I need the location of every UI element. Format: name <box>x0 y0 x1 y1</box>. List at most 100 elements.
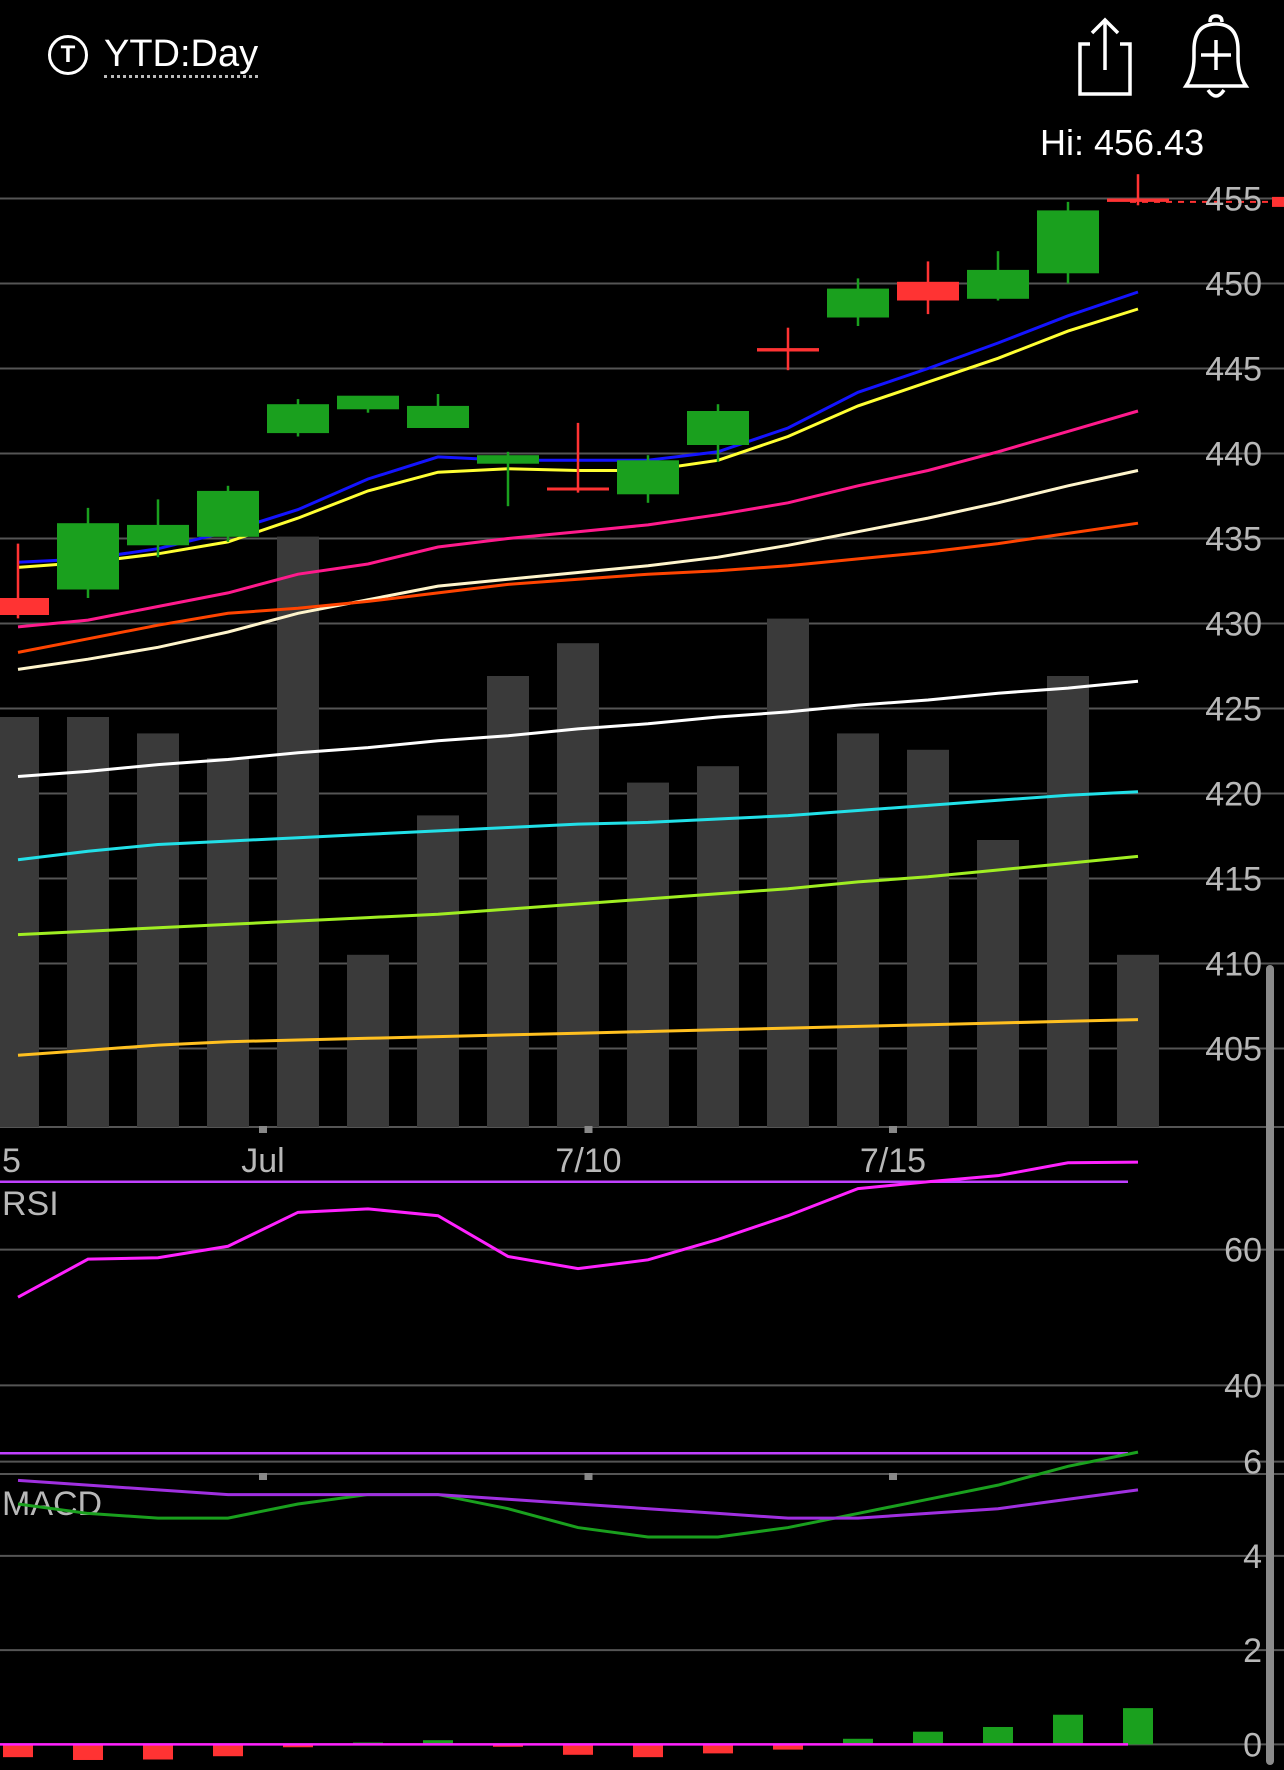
volume-bars <box>0 536 1159 1127</box>
candle-body <box>897 281 959 301</box>
moving-average-line <box>17 854 1139 937</box>
date-tick-label: 7/15 <box>860 1142 926 1180</box>
macd-histogram-bar <box>633 1744 663 1758</box>
price-tick-label: 435 <box>1205 521 1262 559</box>
volume-bar <box>487 676 529 1127</box>
candle-body <box>967 269 1029 299</box>
macd-tick-label: 2 <box>1243 1632 1262 1670</box>
macd-histogram-bar <box>1053 1714 1083 1745</box>
candlesticks[interactable] <box>0 174 1284 619</box>
period-t-icon: T <box>48 35 88 75</box>
macd-line <box>17 1450 1139 1539</box>
rsi-tick-mark <box>259 1473 267 1480</box>
price-tick-label: 415 <box>1205 861 1262 899</box>
volume-bar <box>1117 954 1159 1127</box>
moving-average-line <box>17 521 1139 654</box>
macd-histogram-bar <box>843 1738 873 1745</box>
candle-body <box>267 404 329 434</box>
price-tick-label: 455 <box>1205 181 1262 219</box>
volume-bar <box>277 536 319 1127</box>
volume-bar <box>207 758 249 1127</box>
price-tick-label: 405 <box>1205 1031 1262 1069</box>
macd-histogram-bar <box>983 1726 1013 1745</box>
date-tick-mark <box>584 1126 593 1133</box>
volume-bar <box>557 643 599 1127</box>
scrollbar-thumb[interactable] <box>1266 965 1274 1765</box>
volume-bar <box>767 618 809 1127</box>
volume-bar <box>977 840 1019 1127</box>
price-tick-label: 425 <box>1205 691 1262 729</box>
high-value-label: Hi: 456.43 <box>1040 122 1205 163</box>
candle-body <box>547 487 609 491</box>
rsi-line <box>17 1160 1139 1299</box>
candle-body <box>617 460 679 495</box>
candle-body <box>1037 210 1099 274</box>
volume-bar <box>137 733 179 1127</box>
macd-tick-label: 0 <box>1243 1726 1262 1764</box>
rsi-tick-label: 60 <box>1224 1232 1262 1270</box>
volume-bar <box>907 749 949 1127</box>
candle-body <box>477 455 539 464</box>
add-alert-button[interactable] <box>1180 14 1250 100</box>
candle-body <box>757 348 819 352</box>
macd-panel: MACD 6 4 2 0 <box>0 1444 1284 1764</box>
volume-bar <box>837 733 879 1127</box>
share-button[interactable] <box>1070 14 1140 100</box>
rsi-tick-mark <box>584 1473 593 1480</box>
macd-histogram-bar <box>1123 1708 1153 1745</box>
candle-body <box>57 523 119 590</box>
chart-toolbar: T YTD:Day <box>0 0 1284 110</box>
scrollbar[interactable] <box>1266 965 1274 1765</box>
rsi-panel: RSI 60 40 <box>0 1160 1284 1480</box>
date-tick-label: Jul <box>241 1142 284 1180</box>
candle-body <box>1107 198 1169 202</box>
moving-average-line <box>17 409 1139 629</box>
price-tick-label: 410 <box>1205 946 1262 984</box>
macd-tick-label: 4 <box>1243 1538 1262 1576</box>
macd-title: MACD <box>2 1485 102 1523</box>
volume-bar <box>0 717 39 1127</box>
volume-bar <box>67 717 109 1127</box>
candle-body <box>827 288 889 318</box>
macd-histogram-bar <box>703 1744 733 1754</box>
candle-body <box>687 411 749 445</box>
rsi-tick-mark <box>889 1473 897 1480</box>
moving-average-line <box>17 1018 1139 1057</box>
volume-bar <box>347 954 389 1127</box>
price-tick-label: 440 <box>1205 436 1262 474</box>
macd-signal-line <box>17 1478 1139 1520</box>
rsi-title: RSI <box>2 1185 59 1223</box>
moving-average-line <box>17 790 1139 862</box>
volume-bar <box>627 782 669 1127</box>
macd-histogram-bar <box>283 1744 313 1748</box>
candle-body <box>127 524 189 546</box>
date-tick-label: 5 <box>2 1142 21 1180</box>
candle-body <box>337 395 399 410</box>
price-axis: 455 450 445 440 435 430 425 420 415 410 405 <box>1205 181 1262 1069</box>
macd-histogram-bar <box>213 1744 243 1757</box>
macd-histogram-bar <box>773 1744 803 1750</box>
period-label[interactable]: YTD:Day <box>104 33 259 78</box>
rsi-tick-label: 40 <box>1224 1367 1262 1405</box>
date-tick-label: 7/10 <box>555 1142 621 1180</box>
last-price-marker <box>1272 196 1284 207</box>
macd-histogram-bar <box>913 1731 943 1745</box>
period-selector[interactable]: T YTD:Day <box>48 30 259 80</box>
date-tick-mark <box>259 1126 267 1133</box>
price-tick-label: 450 <box>1205 266 1262 304</box>
moving-average-line <box>17 469 1139 671</box>
volume-bar <box>417 815 459 1127</box>
macd-histogram-bar <box>73 1744 103 1760</box>
date-tick-mark <box>889 1126 897 1133</box>
price-tick-label: 445 <box>1205 351 1262 389</box>
candle-body <box>0 598 49 615</box>
share-icon <box>1078 17 1132 96</box>
volume-bar <box>1047 676 1089 1127</box>
macd-histogram-bar <box>423 1740 453 1745</box>
volume-bar <box>697 766 739 1127</box>
date-axis: 5 Jul 7/10 7/15 <box>2 1126 926 1180</box>
candle-body <box>197 490 259 537</box>
macd-histogram-bar <box>3 1744 33 1758</box>
price-tick-label: 430 <box>1205 606 1262 644</box>
